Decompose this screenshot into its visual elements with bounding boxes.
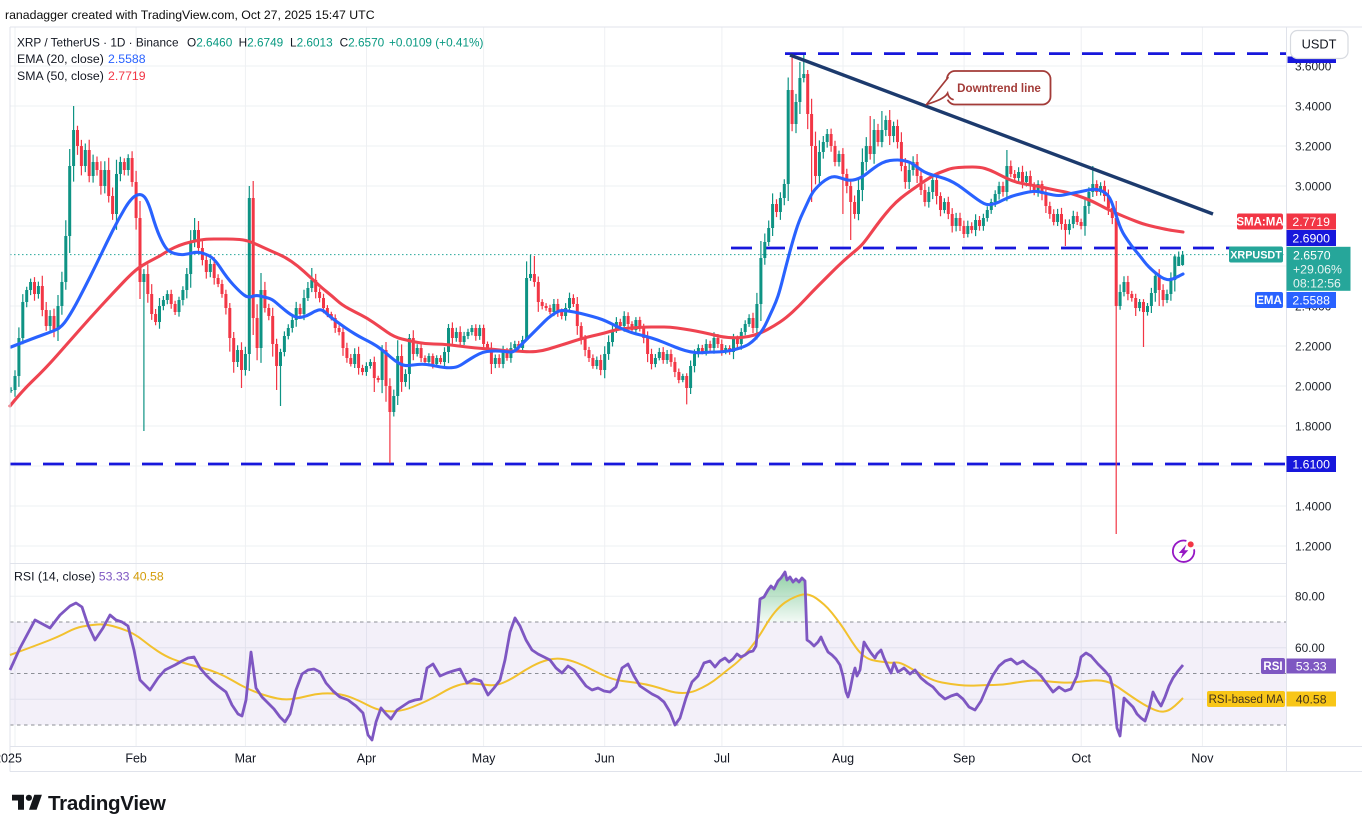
svg-text:Apr: Apr xyxy=(357,752,376,766)
svg-text:2.5588: 2.5588 xyxy=(1292,293,1330,307)
svg-text:2.6570: 2.6570 xyxy=(1293,248,1331,262)
svg-text:08:12:56: 08:12:56 xyxy=(1293,276,1341,290)
svg-text:3.0000: 3.0000 xyxy=(1295,179,1332,193)
svg-text:SMA (50, close)2.7719: SMA (50, close) 2.7719 xyxy=(17,69,146,83)
svg-text:Mar: Mar xyxy=(235,752,257,766)
svg-text:Feb: Feb xyxy=(125,752,147,766)
svg-text:2.2000: 2.2000 xyxy=(1295,339,1332,353)
svg-text:XRPUSDT: XRPUSDT xyxy=(1230,250,1282,262)
svg-text:ranadagger created with Tradin: ranadagger created with TradingView.com,… xyxy=(5,8,375,22)
svg-text:2.0000: 2.0000 xyxy=(1295,379,1332,393)
svg-text:Downtrend line: Downtrend line xyxy=(957,82,1041,95)
svg-text:Oct: Oct xyxy=(1071,752,1091,766)
svg-text:1.6100: 1.6100 xyxy=(1292,457,1330,471)
svg-text:TradingView: TradingView xyxy=(48,792,167,815)
svg-text:Jun: Jun xyxy=(595,752,615,766)
svg-text:3.2000: 3.2000 xyxy=(1295,139,1332,153)
svg-text:80.00: 80.00 xyxy=(1295,590,1325,604)
svg-text:1.8000: 1.8000 xyxy=(1295,419,1332,433)
svg-text:2025: 2025 xyxy=(0,752,22,766)
svg-text:May: May xyxy=(472,752,496,766)
svg-text:RSI: RSI xyxy=(1263,661,1282,673)
svg-text:Jul: Jul xyxy=(714,752,730,766)
svg-text:Aug: Aug xyxy=(832,752,854,766)
svg-text:RSI (14, close) 53.33 40.58: RSI (14, close) 53.33 40.58 xyxy=(14,570,164,584)
svg-text:2.6900: 2.6900 xyxy=(1292,231,1330,245)
svg-text:EMA: EMA xyxy=(1256,295,1282,307)
svg-text:USDT: USDT xyxy=(1302,37,1337,52)
svg-text:53.33: 53.33 xyxy=(1296,659,1327,673)
svg-text:1.2000: 1.2000 xyxy=(1295,539,1332,553)
svg-text:SMA:MA: SMA:MA xyxy=(1236,217,1283,229)
svg-text:Sep: Sep xyxy=(953,752,975,766)
svg-text:XRP / TetherUS · 1D · Binance: XRP / TetherUS · 1D · Binance xyxy=(17,36,179,50)
svg-text:RSI-based MA: RSI-based MA xyxy=(1209,694,1284,706)
svg-text:2.7719: 2.7719 xyxy=(1292,215,1330,229)
svg-text:+29.06%: +29.06% xyxy=(1293,262,1342,276)
svg-text:EMA (20, close)2.5588: EMA (20, close) 2.5588 xyxy=(17,52,146,66)
svg-text:3.4000: 3.4000 xyxy=(1295,99,1332,113)
svg-text:Nov: Nov xyxy=(1191,752,1214,766)
svg-text:1.4000: 1.4000 xyxy=(1295,499,1332,513)
svg-text:60.00: 60.00 xyxy=(1295,641,1325,655)
svg-text:40.58: 40.58 xyxy=(1296,692,1327,706)
